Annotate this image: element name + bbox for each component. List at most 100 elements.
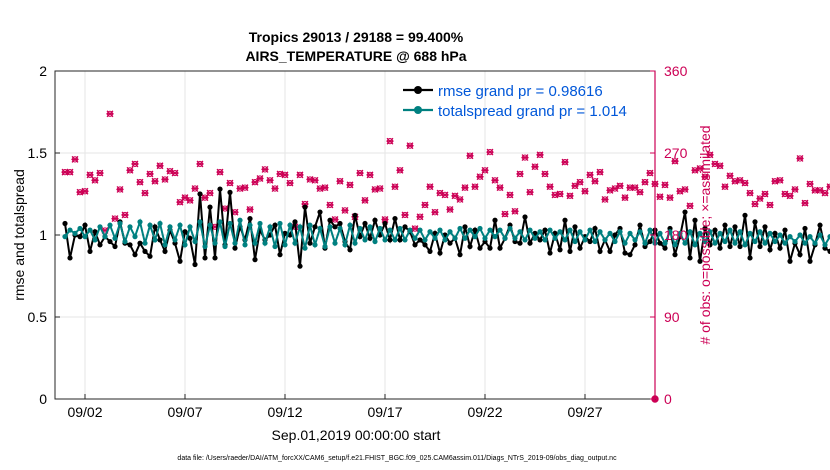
rmse-point: [757, 243, 763, 250]
obs-assimilated-point: [146, 170, 154, 178]
totalspread-point: [647, 227, 653, 233]
obs-assimilated-point: [591, 177, 599, 185]
rmse-point: [97, 242, 103, 248]
obs-assimilated-point: [446, 206, 454, 213]
obs-assimilated-point: [546, 183, 554, 191]
rmse-point: [302, 204, 308, 210]
obs-assimilated-point: [581, 187, 589, 195]
rmse-point: [142, 248, 148, 254]
obs-assimilated-point: [561, 158, 569, 166]
y2-tick-label: 360: [664, 63, 688, 79]
rmse-point: [112, 243, 118, 250]
totalspread-point: [317, 225, 323, 232]
rmse-point: [127, 242, 133, 248]
totalspread-point: [147, 222, 153, 228]
obs-assimilated-point: [111, 215, 119, 223]
totalspread-point: [792, 238, 798, 245]
totalspread-point: [207, 222, 213, 228]
totalspread-point: [462, 235, 468, 241]
obs-assimilated-point: [451, 192, 459, 200]
totalspread-point: [402, 237, 408, 243]
totalspread-point: [527, 227, 533, 233]
y2-tick-label: 0: [664, 391, 672, 407]
obs-assimilated-point: [531, 163, 539, 171]
totalspread-point: [737, 229, 743, 235]
rmse-point: [537, 237, 543, 243]
totalspread-point: [62, 234, 68, 240]
obs-assimilated-point: [311, 176, 319, 184]
totalspread-point: [697, 230, 703, 236]
totalspread-point: [547, 227, 553, 233]
totalspread-point: [387, 227, 393, 233]
obs-assimilated-point: [406, 142, 414, 150]
totalspread-point: [237, 217, 243, 223]
rmse-point: [527, 240, 533, 246]
rmse-point: [692, 217, 698, 223]
totalspread-point: [217, 219, 223, 225]
rmse-point: [462, 224, 468, 230]
y-tick-label: 1: [39, 227, 47, 243]
rmse-point: [422, 242, 428, 248]
totalspread-point: [727, 227, 733, 233]
rmse-point: [682, 209, 688, 215]
rmse-point: [697, 258, 703, 264]
x-tick-label: 09/12: [267, 404, 302, 420]
obs-assimilated-point: [326, 201, 334, 209]
obs-assimilated-point: [476, 173, 484, 181]
rmse-point: [372, 217, 378, 223]
rmse-point: [447, 240, 453, 246]
totalspread-point: [287, 222, 293, 228]
totalspread-point: [442, 237, 448, 243]
rmse-point: [572, 224, 578, 230]
totalspread-point: [397, 225, 403, 232]
totalspread-point: [552, 235, 558, 241]
totalspread-point: [572, 238, 578, 245]
rmse-point: [227, 189, 233, 195]
rmse-point: [547, 250, 553, 256]
totalspread-point: [157, 220, 163, 227]
rmse-point: [367, 235, 373, 241]
obs-assimilated-point: [616, 182, 624, 190]
totalspread-point: [127, 224, 133, 230]
totalspread-point: [242, 242, 248, 248]
totalspread-point: [332, 240, 338, 246]
totalspread-point: [512, 235, 518, 241]
totalspread-point: [642, 240, 648, 246]
totalspread-point: [117, 220, 123, 227]
obs-assimilated-point: [821, 189, 829, 197]
obs-assimilated-point: [636, 188, 644, 196]
rmse-point: [567, 248, 573, 254]
rmse-point: [607, 248, 613, 254]
totalspread-point: [682, 240, 688, 246]
rmse-point: [132, 252, 138, 258]
rmse-point: [782, 227, 788, 233]
obs-assimilated-point: [511, 207, 519, 215]
rmse-line: [64, 189, 830, 267]
totalspread-point: [407, 227, 413, 233]
obs-assimilated-point: [601, 196, 609, 203]
rmse-point: [467, 243, 473, 250]
x-tick-label: 09/17: [367, 404, 402, 420]
rmse-point: [517, 240, 523, 246]
rmse-point: [427, 248, 433, 254]
obs-assimilated-point: [261, 165, 269, 173]
obs-assimilated-point: [131, 160, 139, 168]
obs-assimilated-point: [81, 187, 89, 195]
totalspread-point: [662, 240, 668, 246]
axis-ticks: 09/02 09/07 09/12 09/17 09/22 09/27 0 0.5 1 1.5 2 0…: [28, 63, 688, 420]
totalspread-point: [602, 237, 608, 243]
totalspread-point: [352, 240, 358, 246]
obs-assimilated-point: [421, 201, 429, 209]
rmse-point: [182, 229, 188, 235]
obs-assimilated-point: [806, 180, 814, 188]
totalspread-point: [382, 237, 388, 243]
rmse-point: [62, 220, 68, 227]
obs-assimilated-point: [641, 178, 649, 186]
obs-assimilated-point: [116, 185, 124, 193]
totalspread-point: [827, 234, 830, 240]
obs-assimilated-point: [571, 182, 579, 190]
rmse-point: [687, 255, 693, 261]
rmse-point: [622, 250, 628, 256]
rmse-point: [327, 217, 333, 223]
totalspread-point: [742, 242, 748, 248]
